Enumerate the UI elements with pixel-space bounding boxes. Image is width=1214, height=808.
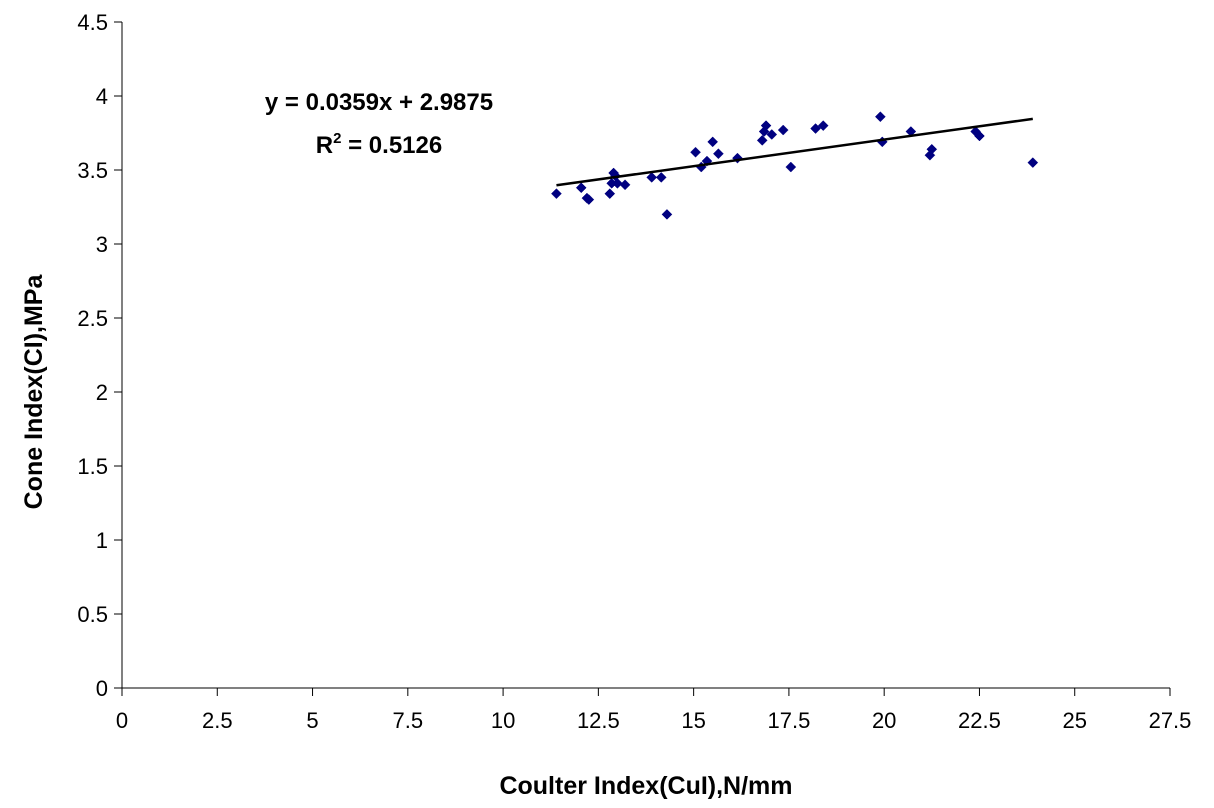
x-tick-label: 15: [681, 708, 705, 733]
data-point: [575, 182, 587, 194]
x-tick-label: 10: [491, 708, 515, 733]
data-point: [974, 130, 985, 142]
x-tick-label: 2.5: [202, 708, 233, 733]
x-tick-label: 25: [1062, 708, 1086, 733]
x-tick-label: 22.5: [958, 708, 1001, 733]
r2-superscript: 2: [333, 130, 341, 147]
x-tick-label: 17.5: [767, 708, 810, 733]
data-point: [817, 120, 829, 131]
data-points: [551, 111, 1039, 220]
data-point: [785, 161, 797, 173]
data-point: [604, 188, 616, 200]
axes: [121, 22, 1170, 689]
data-point: [612, 177, 623, 189]
data-point: [766, 129, 778, 140]
r2-prefix: R: [316, 132, 333, 159]
y-tick-label: 1.5: [77, 454, 108, 479]
data-point: [713, 148, 724, 160]
data-point: [551, 188, 562, 200]
data-point: [810, 123, 821, 134]
trendline-group: [556, 117, 1033, 187]
data-point: [661, 209, 673, 220]
y-tick-label: 3.5: [77, 158, 108, 183]
trendline-equation: y = 0.0359x + 2.9875: [265, 89, 493, 116]
x-tick-label: 5: [306, 708, 318, 733]
y-axis-title: Cone Index(CI),MPa: [20, 274, 48, 510]
y-tick-label: 4: [96, 84, 108, 109]
y-tick-label: 2.5: [77, 306, 108, 331]
data-point: [1027, 157, 1039, 168]
data-point: [646, 172, 658, 183]
x-tick-label: 0: [116, 708, 128, 733]
data-point: [619, 179, 631, 191]
y-axis-ticks: 0 0.5 1 1.5 2 2.5 3 3.5 4 4.5: [77, 10, 122, 701]
data-point: [583, 194, 595, 205]
y-tick-label: 0.5: [77, 602, 108, 627]
y-tick-label: 1: [96, 528, 108, 553]
data-point: [690, 146, 701, 158]
trendline: [556, 117, 1033, 187]
data-point: [655, 172, 667, 183]
x-tick-label: 27.5: [1149, 708, 1192, 733]
y-tick-label: 4.5: [77, 10, 108, 35]
x-axis-title: Coulter Index(CuI),N/mm: [499, 772, 792, 800]
data-point: [926, 143, 938, 155]
data-point: [760, 120, 772, 131]
data-point: [777, 124, 789, 136]
x-axis-ticks: 0 2.5 5 7.5 10 12.5 15 17.5 20 22.5 25 27.5: [116, 688, 1192, 733]
r2-value: = 0.5126: [341, 132, 442, 159]
x-tick-label: 12.5: [577, 708, 620, 733]
x-tick-label: 7.5: [393, 708, 424, 733]
y-tick-label: 3: [96, 232, 108, 257]
trendline-r-squared: R2 = 0.5126: [316, 130, 442, 159]
data-point: [707, 136, 719, 148]
y-tick-label: 0: [96, 676, 108, 701]
data-point: [875, 111, 886, 123]
data-point: [756, 135, 768, 146]
y-tick-label: 2: [96, 380, 108, 405]
x-tick-label: 20: [872, 708, 896, 733]
